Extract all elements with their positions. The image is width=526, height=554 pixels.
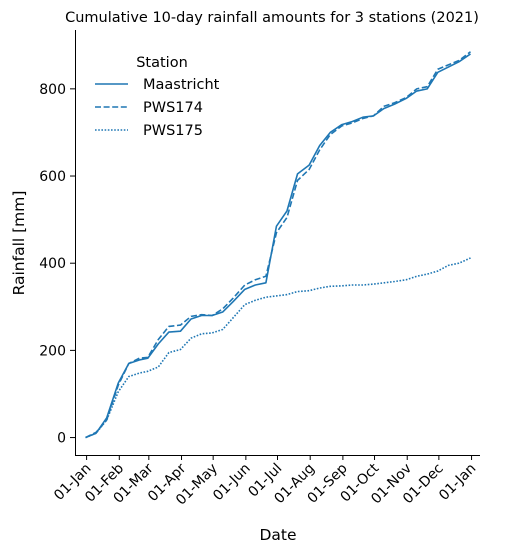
series-layer <box>85 51 471 439</box>
chart-title: Cumulative 10-day rainfall amounts for 3… <box>65 10 479 26</box>
y-tick-label-400: 400 <box>39 256 66 272</box>
x-ticks: 01-Jan01-Feb01-Mar01-Apr01-May01-Jun01-J… <box>51 455 479 508</box>
legend-label-maastricht: Maastricht <box>143 77 220 93</box>
y-ticks: 0 200 400 600 800 <box>39 82 75 447</box>
series-line-pws174 <box>85 51 471 439</box>
y-tick-label-200: 200 <box>39 343 66 359</box>
y-axis-label: Rainfall [mm] <box>10 191 28 296</box>
legend-entry-pws174: PWS174 <box>95 100 203 116</box>
y-tick-label-800: 800 <box>39 82 66 98</box>
series-line-pws175 <box>85 257 471 439</box>
series-line-maastricht <box>85 53 471 439</box>
legend-entry-pws175: PWS175 <box>95 123 203 139</box>
y-tick-label-0: 0 <box>57 431 66 447</box>
legend-label-pws174: PWS174 <box>143 100 203 116</box>
x-tick-label-5: 01-Jun <box>210 461 254 505</box>
x-axis-label: Date <box>259 526 296 544</box>
legend-label-pws175: PWS175 <box>143 123 203 139</box>
legend-title: Station <box>136 55 188 71</box>
y-tick-label-600: 600 <box>39 169 66 185</box>
x-tick-label-12: 01-Jan <box>436 461 479 504</box>
legend-entry-maastricht: Maastricht <box>95 77 220 93</box>
legend: Station Maastricht PWS174 PWS175 <box>95 55 220 139</box>
